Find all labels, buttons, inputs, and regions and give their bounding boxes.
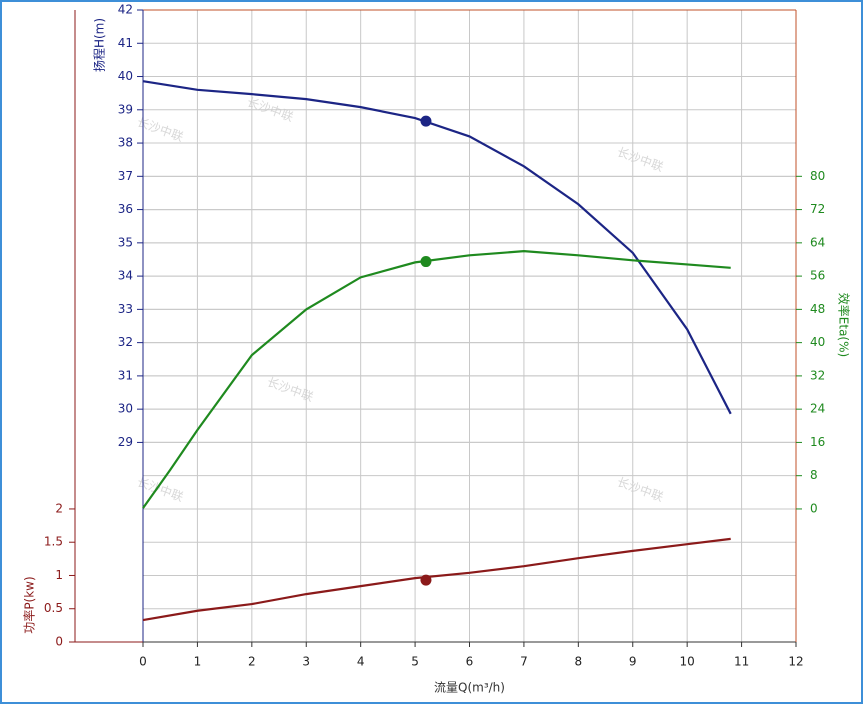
y2-tick-label: 56 [810,269,825,283]
y2-tick-label: 40 [810,335,825,349]
x-tick-label: 12 [788,655,803,669]
series-line [142,537,731,622]
y-tick-label: 42 [118,3,133,17]
y-tick-label: 38 [118,136,133,150]
y2-tick-label: 16 [810,435,825,449]
y3-axis-label: 功率P(kw) [22,576,37,633]
x-tick-label: 5 [411,655,419,669]
x-tick-label: 2 [248,655,256,669]
x-tick-label: 9 [629,655,637,669]
x-tick-label: 8 [575,655,583,669]
y2-axis-label: 效率Eta(%) [837,293,852,357]
y-tick-label: 34 [118,269,133,283]
y-tick-label: 31 [118,368,133,382]
y3-tick-label: 2 [55,501,63,515]
x-tick-label: 7 [520,655,528,669]
y-tick-label: 41 [118,36,133,50]
y-tick-label: 35 [118,235,133,249]
series-line [142,80,732,415]
y-tick-label: 33 [118,302,133,316]
operating-point [420,256,432,268]
y2-tick-label: 48 [810,302,825,316]
series-line [142,250,731,509]
y-tick-label: 37 [118,169,133,183]
y-tick-label: 36 [118,202,133,216]
y-axis-label: 扬程H(m) [92,18,107,72]
y2-tick-label: 72 [810,202,825,216]
x-axis-label: 流量Q(m³/h) [434,681,505,695]
y3-tick-label: 1.5 [44,535,63,549]
y2-tick-label: 24 [810,402,825,416]
x-tick-label: 10 [680,655,695,669]
y-tick-label: 30 [118,402,133,416]
x-tick-label: 11 [734,655,749,669]
y-tick-label: 39 [118,102,133,116]
x-tick-label: 6 [466,655,474,669]
y-tick-label: 40 [118,69,133,83]
y-tick-label: 32 [118,335,133,349]
operating-point [420,115,432,127]
y-tick-label: 29 [118,435,133,449]
y3-tick-label: 0 [55,635,63,649]
y2-tick-label: 32 [810,368,825,382]
y2-tick-label: 80 [810,169,825,183]
x-tick-label: 4 [357,655,365,669]
y2-tick-label: 64 [810,235,825,249]
operating-point [420,574,432,586]
x-tick-label: 3 [302,655,310,669]
x-tick-label: 1 [194,655,202,669]
y2-tick-label: 8 [810,468,818,482]
y3-tick-label: 1 [55,568,63,582]
y2-tick-label: 0 [810,501,818,515]
y3-tick-label: 0.5 [44,601,63,615]
x-tick-label: 0 [139,655,147,669]
